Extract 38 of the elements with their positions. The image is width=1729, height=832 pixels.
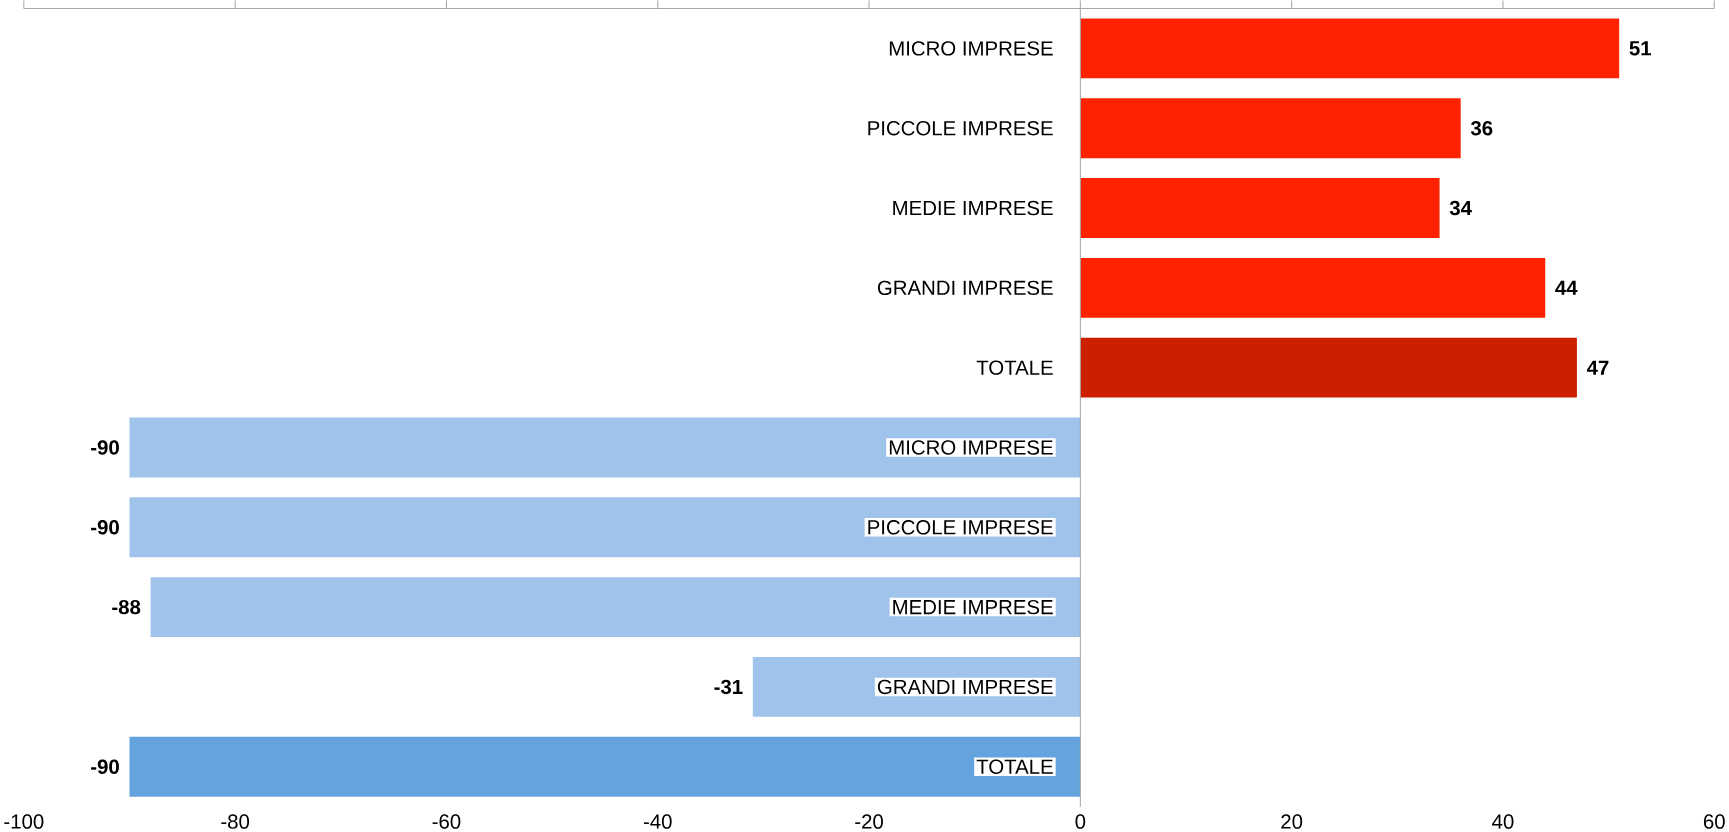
data-label: 44 xyxy=(1555,280,1578,295)
x-tick-label: -40 xyxy=(643,814,672,829)
data-label: -90 xyxy=(91,759,119,774)
data-label: -90 xyxy=(91,520,119,535)
y-tick-label: PICCOLE IMPRESE xyxy=(868,120,1053,136)
bar xyxy=(1080,337,1577,398)
y-tick-label: GRANDI IMPRESE xyxy=(877,280,1053,295)
x-tick-label: -20 xyxy=(855,814,883,829)
data-label: 36 xyxy=(1470,120,1493,136)
x-tick-label: 60 xyxy=(1703,814,1725,829)
bar xyxy=(129,736,1081,797)
y-tick-label: MEDIE IMPRESE xyxy=(893,599,1053,615)
y-tick-label: PICCOLE IMPRESE xyxy=(868,520,1053,535)
data-label: 51 xyxy=(1629,41,1652,56)
bar xyxy=(1080,257,1546,318)
data-label: -31 xyxy=(714,679,743,695)
y-tick-label: TOTALE xyxy=(976,759,1053,774)
bar xyxy=(1080,178,1440,238)
bar xyxy=(1080,98,1461,159)
bar xyxy=(150,577,1081,637)
y-tick-label: MICRO IMPRESE xyxy=(889,440,1053,455)
data-label: -90 xyxy=(91,440,119,455)
x-tick-label: 0 xyxy=(1075,814,1086,829)
y-tick-label: MICRO IMPRESE xyxy=(889,41,1053,56)
y-tick-label: GRANDI IMPRESE xyxy=(877,679,1053,695)
x-tick-label: -80 xyxy=(221,814,250,829)
x-tick-label: 40 xyxy=(1492,814,1514,829)
data-label: -88 xyxy=(112,599,141,615)
x-tick-label: 20 xyxy=(1281,814,1303,829)
data-label: 34 xyxy=(1449,200,1472,216)
y-tick-label: MEDIE IMPRESE xyxy=(893,200,1053,216)
y-tick-label: TOTALE xyxy=(976,360,1053,375)
x-tick-label: -100 xyxy=(4,814,44,829)
data-label: 47 xyxy=(1586,360,1609,375)
bar xyxy=(129,497,1081,558)
bar xyxy=(129,417,1081,478)
bar xyxy=(1080,18,1620,79)
x-tick-label: -60 xyxy=(432,814,461,829)
